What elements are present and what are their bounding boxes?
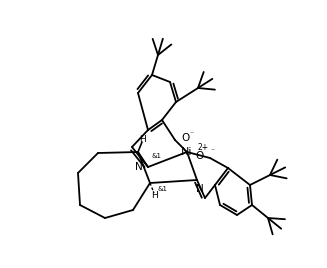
Text: Ni: Ni: [181, 147, 193, 157]
Text: H: H: [140, 136, 146, 144]
Text: O: O: [181, 133, 189, 143]
Text: O: O: [196, 151, 204, 161]
Text: &1: &1: [158, 186, 168, 192]
Text: N: N: [196, 184, 204, 194]
Text: ⁻: ⁻: [210, 147, 214, 155]
Text: H: H: [152, 191, 158, 199]
Text: 2+: 2+: [197, 143, 208, 151]
Text: &1: &1: [152, 153, 162, 159]
Text: N: N: [135, 162, 143, 172]
Text: ⁻: ⁻: [189, 129, 193, 139]
